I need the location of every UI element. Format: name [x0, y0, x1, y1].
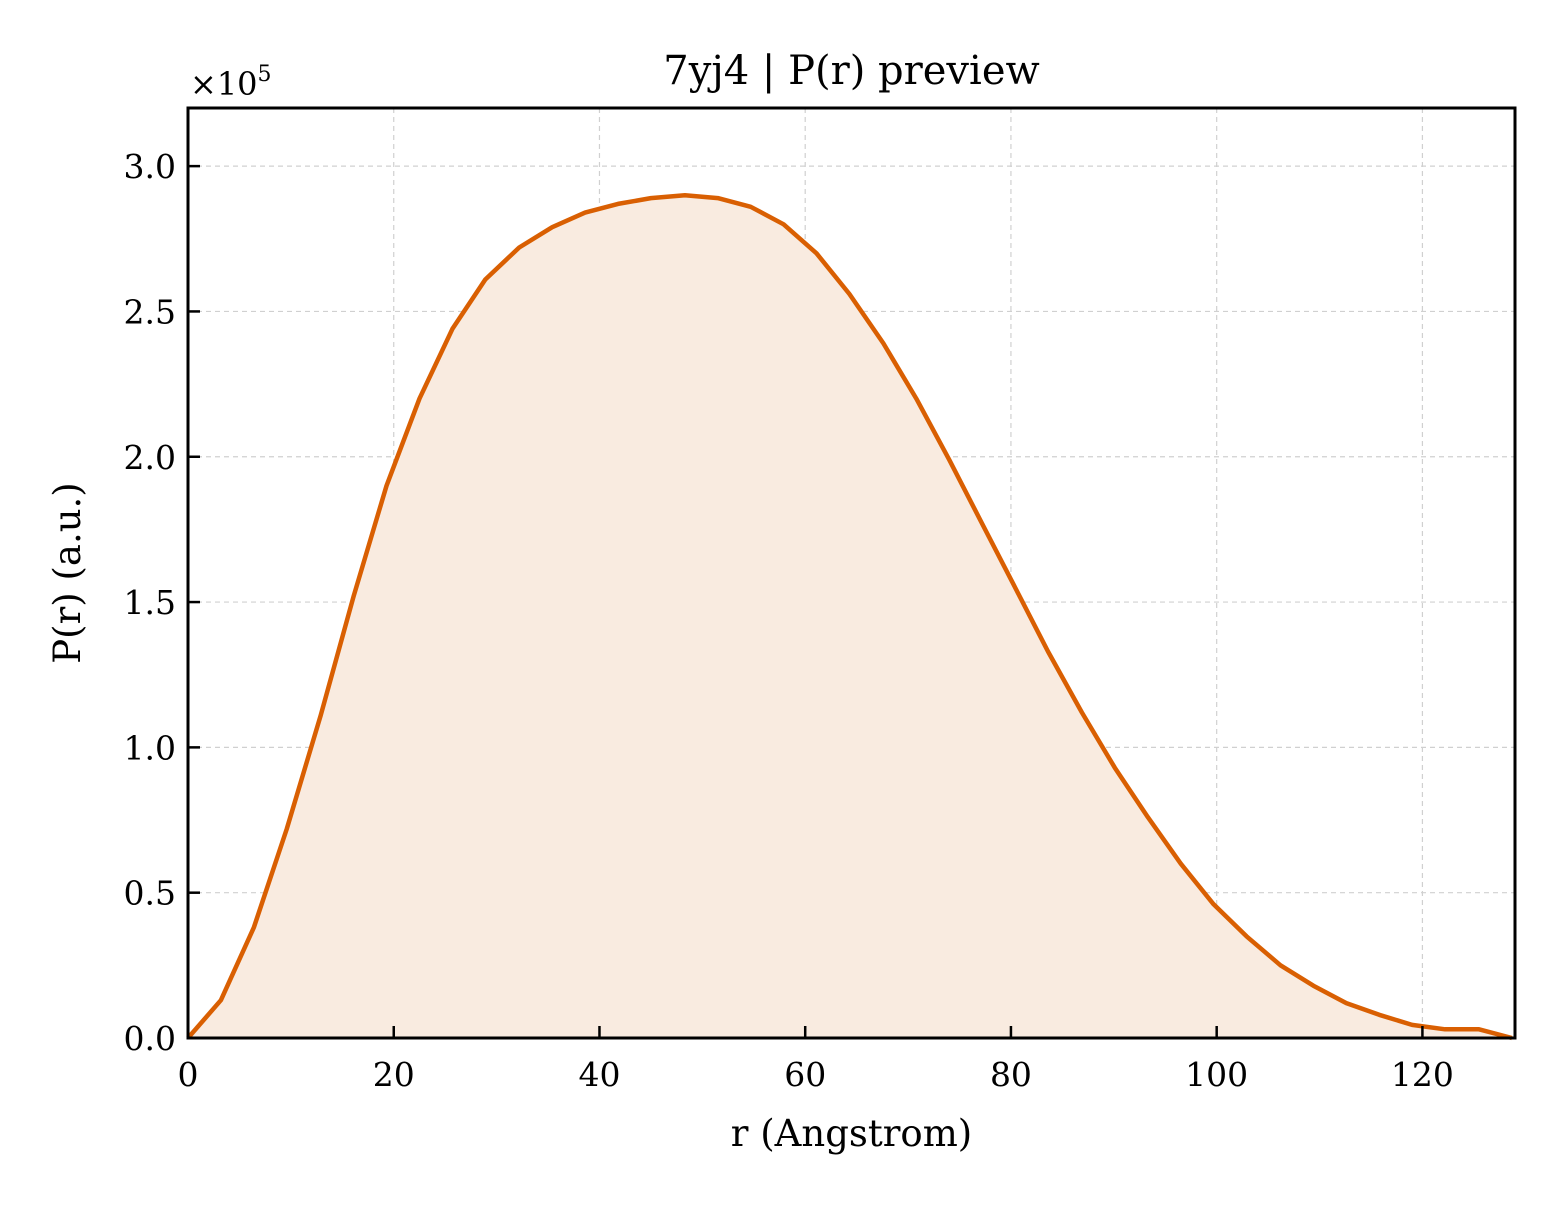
y-tick-label: 2.5: [124, 292, 176, 331]
tick-labels: 0 20 40 60 80 100 120 0.0 0.5 1.0 1.5 2.0 2.5 3.0: [124, 147, 1454, 1094]
x-tick-label: 100: [1185, 1055, 1248, 1094]
y-axis-label: P(r) (a.u.): [46, 482, 89, 664]
y-tick-label: 1.0: [124, 728, 176, 767]
y-tick-label: 0.0: [124, 1019, 176, 1058]
x-axis-label: r (Angstrom): [731, 1112, 972, 1155]
y-tick-label: 2.0: [124, 438, 176, 477]
y-tick-label: 3.0: [124, 147, 176, 186]
x-tick-label: 40: [578, 1055, 620, 1094]
x-tick-label: 80: [990, 1055, 1032, 1094]
axis-ticks: [186, 164, 1424, 1040]
y-tick-label: 1.5: [124, 583, 176, 622]
x-tick-label: 0: [178, 1055, 199, 1094]
y-tick-label: 0.5: [124, 874, 176, 913]
y-offset-base: ×10: [190, 65, 258, 103]
plot-frame: [186, 106, 1517, 1040]
y-axis-offset-text: ×105: [190, 62, 272, 103]
pr-series-line: [186, 192, 1513, 1041]
x-tick-label: 120: [1391, 1055, 1454, 1094]
y-offset-exponent: 5: [258, 62, 272, 87]
chart-title: 7yj4 | P(r) preview: [663, 48, 1039, 94]
pr-area-fill: [188, 195, 1512, 1038]
x-tick-label: 60: [784, 1055, 826, 1094]
x-tick-label: 20: [373, 1055, 415, 1094]
